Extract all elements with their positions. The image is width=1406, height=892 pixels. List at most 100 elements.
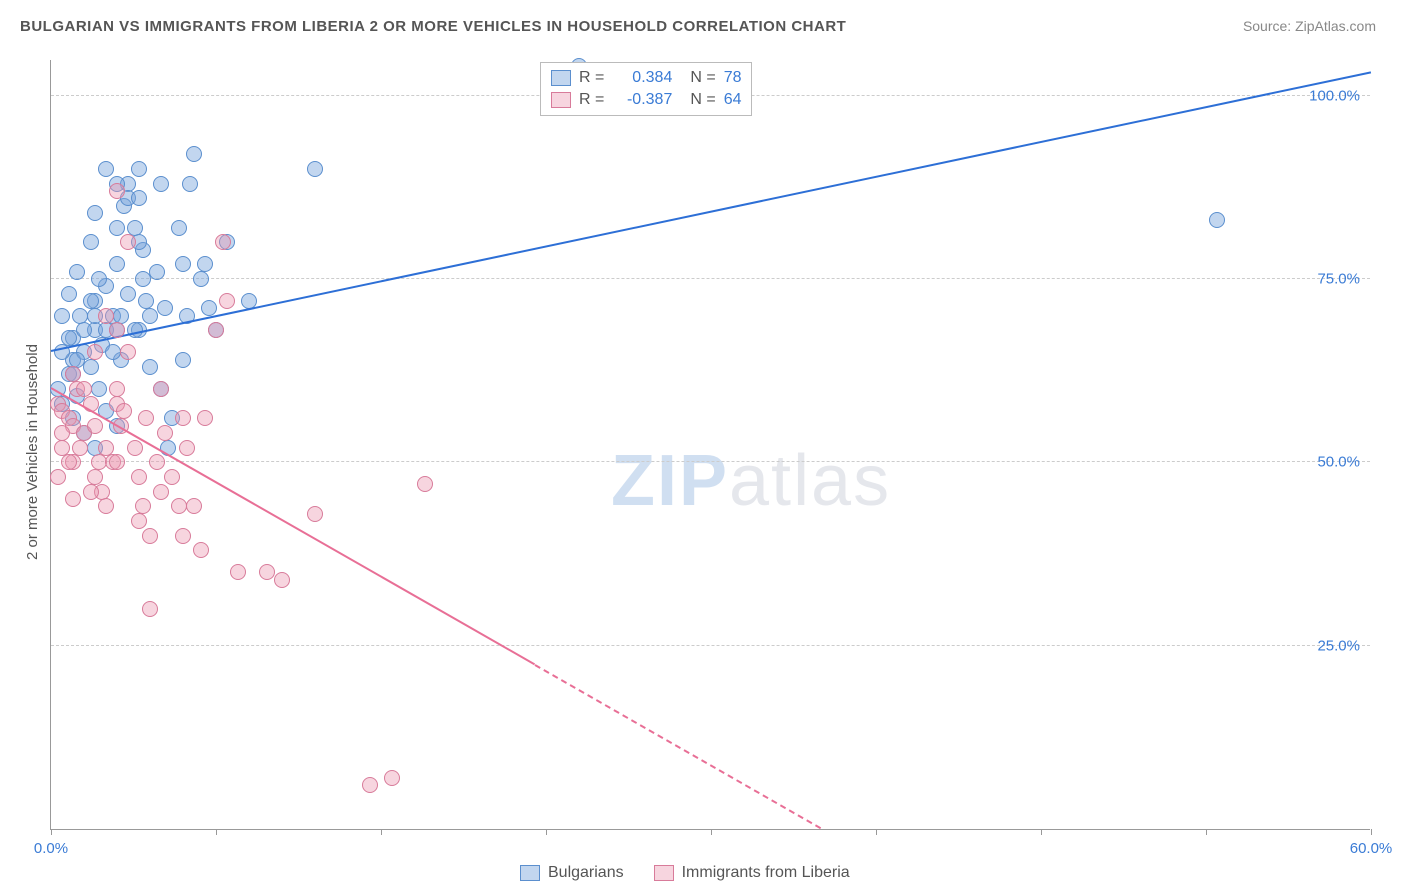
x-tick	[1371, 829, 1372, 835]
x-tick	[216, 829, 217, 835]
gridline	[51, 645, 1370, 646]
data-point	[153, 176, 169, 192]
data-point	[384, 770, 400, 786]
data-point	[50, 469, 66, 485]
y-tick-label: 25.0%	[1317, 637, 1360, 654]
data-point	[362, 777, 378, 793]
data-point	[193, 542, 209, 558]
r-value: 0.384	[612, 69, 672, 87]
data-point	[135, 498, 151, 514]
data-point	[72, 440, 88, 456]
data-point	[83, 293, 99, 309]
data-point	[157, 300, 173, 316]
legend-item: Immigrants from Liberia	[654, 864, 850, 882]
x-tick	[1041, 829, 1042, 835]
data-point	[98, 498, 114, 514]
x-tick	[876, 829, 877, 835]
data-point	[171, 220, 187, 236]
data-point	[208, 322, 224, 338]
data-point	[138, 293, 154, 309]
data-point	[153, 484, 169, 500]
data-point	[153, 381, 169, 397]
legend-row: R =0.384N =78	[551, 67, 741, 89]
r-label: R =	[579, 91, 604, 109]
data-point	[109, 256, 125, 272]
data-point	[138, 410, 154, 426]
data-point	[171, 498, 187, 514]
data-point	[54, 425, 70, 441]
x-tick	[381, 829, 382, 835]
data-point	[215, 234, 231, 250]
data-point	[109, 183, 125, 199]
x-tick	[51, 829, 52, 835]
y-axis-label: 2 or more Vehicles in Household	[24, 344, 41, 560]
r-value: -0.387	[612, 91, 672, 109]
legend-row: R = -0.387 N = 64	[551, 89, 741, 111]
data-point	[91, 271, 107, 287]
data-point	[109, 454, 125, 470]
data-point	[105, 344, 121, 360]
data-point	[186, 498, 202, 514]
data-point	[116, 403, 132, 419]
n-value: 78	[724, 69, 742, 87]
data-point	[87, 344, 103, 360]
y-tick-label: 50.0%	[1317, 454, 1360, 471]
n-label: N =	[690, 91, 715, 109]
x-tick	[546, 829, 547, 835]
x-tick-label: 60.0%	[1350, 840, 1393, 857]
data-point	[83, 234, 99, 250]
y-tick-label: 100.0%	[1309, 87, 1360, 104]
data-point	[175, 528, 191, 544]
data-point	[131, 190, 147, 206]
data-point	[109, 381, 125, 397]
data-point	[72, 308, 88, 324]
legend-item: Bulgarians	[520, 864, 624, 882]
legend-label: Immigrants from Liberia	[682, 864, 850, 882]
gridline	[51, 278, 1370, 279]
watermark-bold: ZIP	[611, 441, 729, 521]
legend-swatch	[551, 92, 571, 108]
data-point	[98, 161, 114, 177]
data-point	[61, 286, 77, 302]
data-point	[230, 564, 246, 580]
legend-swatch	[551, 70, 571, 86]
data-point	[1209, 212, 1225, 228]
data-point	[135, 271, 151, 287]
legend-label: Bulgarians	[548, 864, 624, 882]
data-point	[142, 359, 158, 375]
data-point	[61, 330, 77, 346]
data-point	[175, 352, 191, 368]
data-point	[182, 176, 198, 192]
data-point	[120, 344, 136, 360]
data-point	[127, 440, 143, 456]
data-point	[197, 410, 213, 426]
trend-line	[535, 664, 822, 829]
data-point	[193, 271, 209, 287]
data-point	[54, 440, 70, 456]
data-point	[65, 366, 81, 382]
data-point	[274, 572, 290, 588]
data-point	[109, 220, 125, 236]
data-point	[186, 146, 202, 162]
data-point	[157, 425, 173, 441]
chart-title: BULGARIAN VS IMMIGRANTS FROM LIBERIA 2 O…	[20, 18, 846, 35]
data-point	[69, 352, 85, 368]
data-point	[142, 528, 158, 544]
data-point	[219, 293, 235, 309]
y-tick-label: 75.0%	[1317, 271, 1360, 288]
scatter-plot-area: ZIPatlas 25.0%50.0%75.0%100.0%0.0%60.0%	[50, 60, 1370, 830]
n-label: N =	[690, 69, 715, 87]
data-point	[61, 454, 77, 470]
x-tick	[711, 829, 712, 835]
data-point	[87, 205, 103, 221]
data-point	[307, 161, 323, 177]
x-tick	[1206, 829, 1207, 835]
data-point	[83, 484, 99, 500]
data-point	[113, 308, 129, 324]
data-point	[131, 161, 147, 177]
data-point	[149, 454, 165, 470]
data-point	[69, 264, 85, 280]
n-value: 64	[724, 91, 742, 109]
data-point	[307, 506, 323, 522]
legend-swatch	[520, 865, 540, 881]
